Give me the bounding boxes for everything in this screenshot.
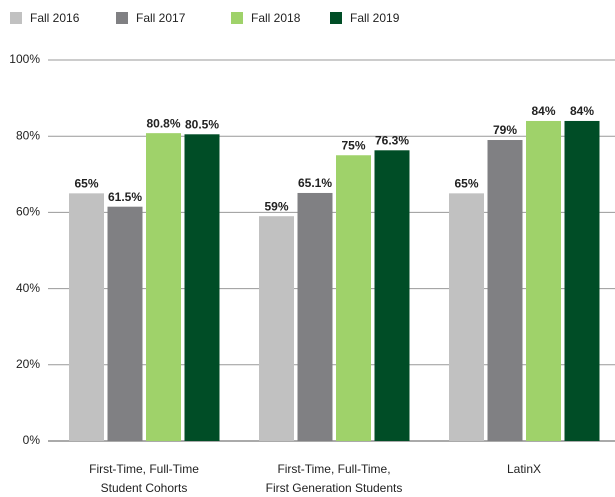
- legend-swatch: [231, 12, 243, 24]
- legend-label: Fall 2016: [30, 11, 80, 25]
- bar: [449, 193, 484, 441]
- y-tick-label: 60%: [16, 205, 40, 219]
- x-tick-label: First-Time, Full-Time,: [277, 462, 390, 476]
- legend-swatch: [116, 12, 128, 24]
- value-label: 84%: [570, 104, 594, 118]
- value-label: 80.5%: [185, 117, 219, 131]
- value-label: 59%: [264, 199, 288, 213]
- bar: [107, 206, 143, 441]
- y-tick-label: 40%: [16, 281, 40, 295]
- value-label: 76.3%: [375, 133, 409, 147]
- legend-swatch: [10, 12, 22, 24]
- y-tick-label: 100%: [9, 52, 40, 66]
- y-tick-label: 80%: [16, 128, 40, 142]
- x-tick-label: First-Time, Full-Time: [89, 462, 199, 476]
- bar: [374, 150, 410, 441]
- value-label: 79%: [493, 123, 517, 137]
- x-tick-label: First Generation Students: [266, 481, 403, 495]
- legend-label: Fall 2019: [350, 11, 400, 25]
- bar: [336, 155, 371, 441]
- y-tick-label: 20%: [16, 357, 40, 371]
- bar: [297, 192, 333, 441]
- legend-swatch: [330, 12, 342, 24]
- x-tick-label: LatinX: [507, 462, 541, 476]
- value-label: 61.5%: [108, 190, 142, 204]
- bar: [184, 134, 220, 442]
- value-label: 65.1%: [298, 176, 332, 190]
- bar: [564, 120, 600, 442]
- value-label: 80.8%: [146, 116, 180, 130]
- value-label: 84%: [531, 104, 555, 118]
- bar: [69, 193, 104, 441]
- bar: [146, 133, 181, 442]
- bar: [259, 216, 294, 441]
- x-tick-label: Student Cohorts: [101, 481, 188, 495]
- legend-label: Fall 2018: [251, 11, 301, 25]
- bar: [526, 120, 561, 442]
- value-label: 75%: [341, 138, 365, 152]
- legend-label: Fall 2017: [136, 11, 186, 25]
- value-label: 65%: [454, 177, 478, 191]
- value-label: 65%: [74, 177, 98, 191]
- y-tick-label: 0%: [23, 433, 41, 447]
- bar: [487, 140, 523, 441]
